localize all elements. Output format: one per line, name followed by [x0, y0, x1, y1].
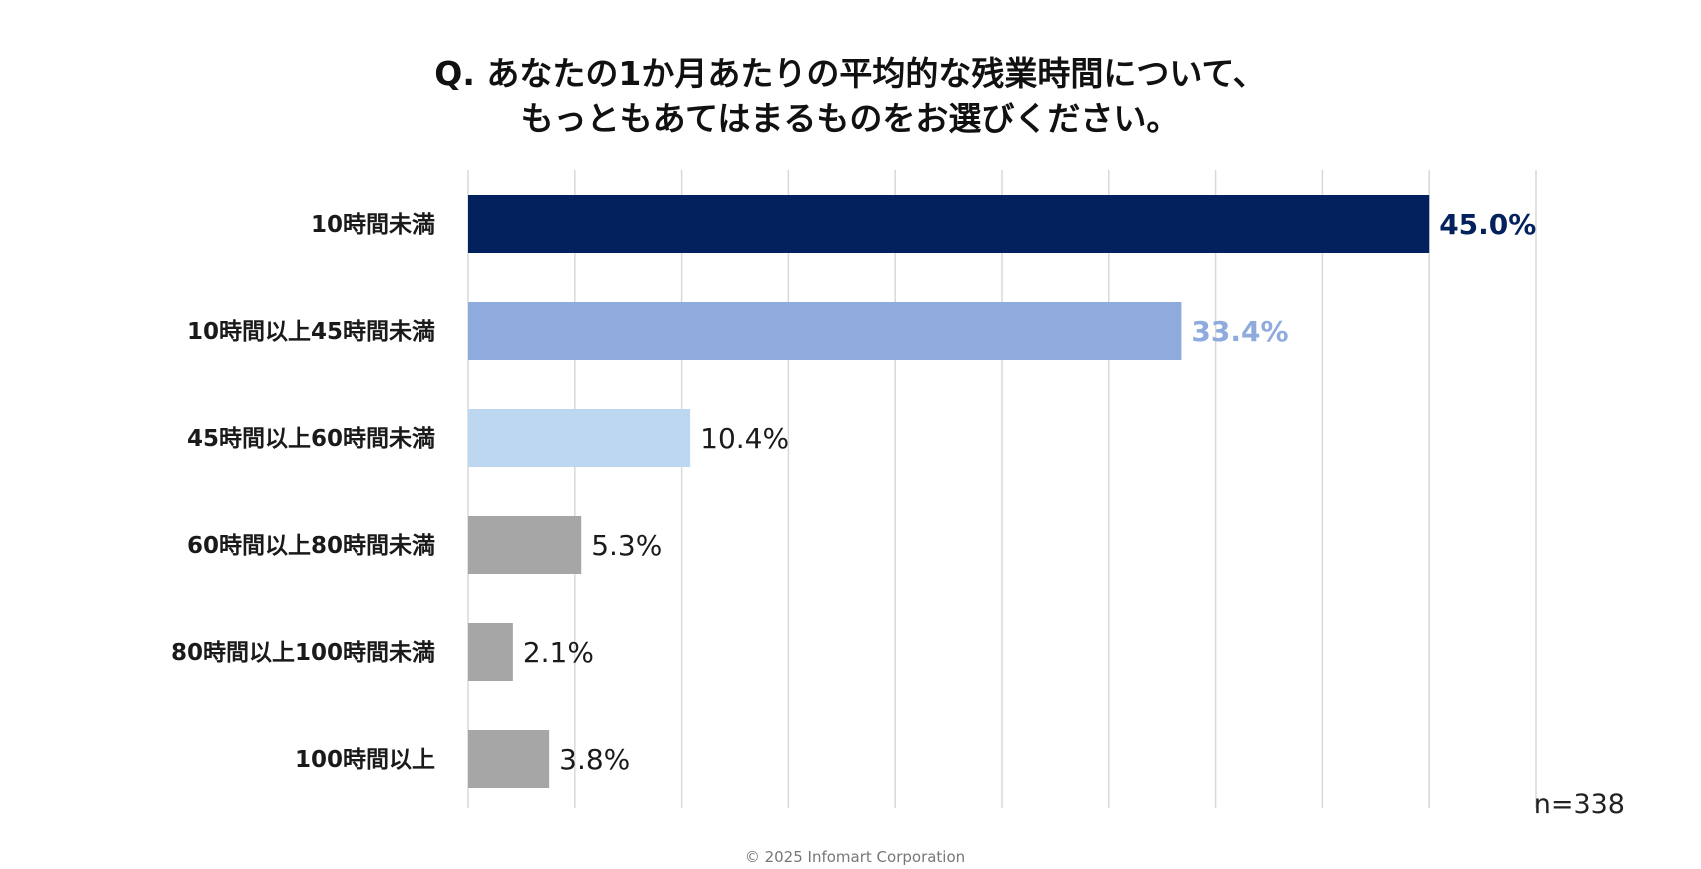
value-label: 45.0% [1439, 208, 1536, 241]
category-label: 45時間以上60時間未満 [187, 426, 435, 452]
bar [468, 623, 513, 681]
bar [468, 195, 1430, 253]
copyright-text: © 2025 Infomart Corporation [745, 848, 965, 866]
chart-title: Q. あなたの1か月あたりの平均的な残業時間について、 もっともあてはまるものを… [434, 54, 1265, 138]
value-label: 5.3% [591, 529, 662, 562]
value-label: 3.8% [559, 743, 630, 776]
value-label: 2.1% [523, 636, 594, 669]
category-label: 80時間以上100時間未満 [171, 640, 435, 666]
bar [468, 516, 582, 574]
bar [468, 302, 1182, 360]
category-label: 60時間以上80時間未満 [187, 533, 435, 559]
gridlines [467, 170, 1537, 808]
sample-size-note: n=338 [1534, 789, 1625, 820]
category-label: 100時間以上 [295, 747, 435, 773]
category-labels: 10時間未満 10時間以上45時間未満 45時間以上60時間未満 60時間以上80時間… [171, 212, 435, 773]
category-label: 10時間以上45時間未満 [187, 319, 435, 345]
value-label: 10.4% [700, 422, 789, 455]
bars [468, 195, 1430, 788]
bar [468, 409, 691, 467]
chart-title-line-2: もっともあてはまるものをお選びください。 [521, 99, 1180, 138]
bar [468, 730, 550, 788]
value-label: 33.4% [1191, 315, 1288, 348]
category-label: 10時間未満 [311, 212, 435, 238]
chart-title-line-1: Q. あなたの1か月あたりの平均的な残業時間について、 [434, 54, 1265, 93]
value-labels: 45.0% 33.4% 10.4% 5.3% 2.1% 3.8% [523, 208, 1536, 776]
